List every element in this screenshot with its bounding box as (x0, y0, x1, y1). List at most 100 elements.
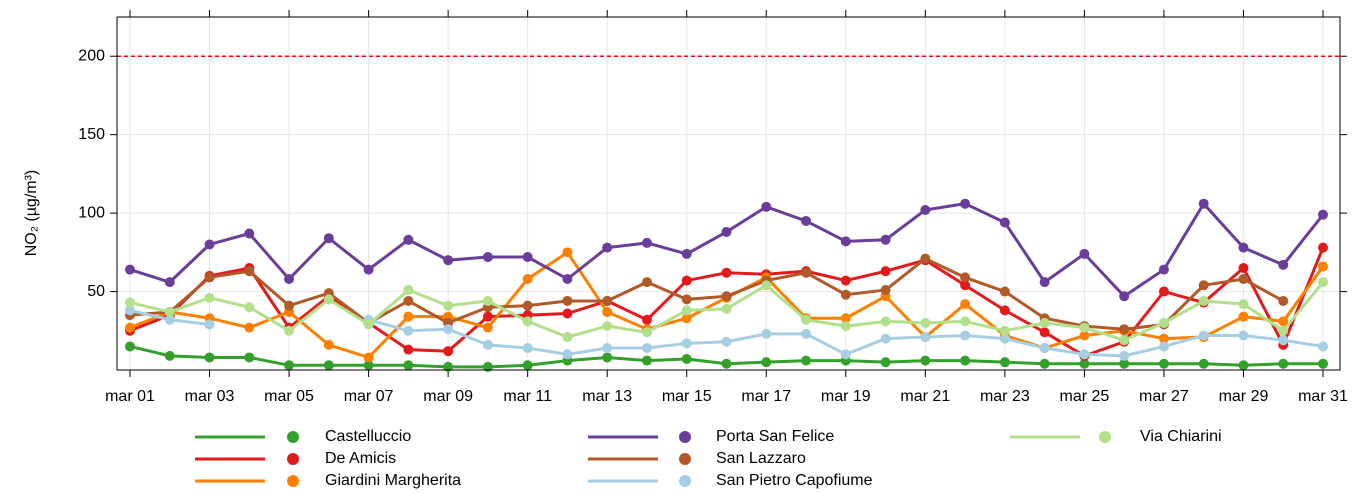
data-point (403, 344, 414, 355)
legend-label: Giardini Margherita (325, 472, 461, 489)
data-point (960, 299, 971, 310)
data-point (1158, 358, 1169, 369)
data-point (1079, 330, 1090, 341)
data-point (164, 314, 175, 325)
data-point (641, 327, 652, 338)
data-point (641, 343, 652, 354)
data-point (999, 357, 1010, 368)
data-point (482, 311, 493, 322)
data-point (801, 328, 812, 339)
data-point (681, 305, 692, 316)
y-tick-label: 200 (78, 47, 105, 64)
data-point (1158, 317, 1169, 328)
data-point (284, 274, 295, 285)
data-point (403, 360, 414, 371)
data-point (960, 316, 971, 327)
x-tick-label: mar 29 (1219, 388, 1269, 405)
data-point (363, 319, 374, 330)
data-point (323, 233, 334, 244)
data-point (1158, 286, 1169, 297)
data-point (602, 321, 613, 332)
data-point (721, 358, 732, 369)
data-point (602, 352, 613, 363)
data-point (363, 352, 374, 363)
y-axis-label: NO₂ (µg/m³) (23, 170, 40, 257)
data-point (125, 297, 135, 308)
data-point (960, 272, 971, 283)
data-point (244, 266, 255, 277)
data-point (641, 237, 652, 248)
data-point (403, 234, 414, 245)
data-point (482, 295, 493, 306)
data-point (522, 252, 533, 263)
data-point (403, 284, 414, 295)
data-point (1278, 316, 1289, 327)
data-point (403, 311, 414, 322)
data-point (761, 357, 772, 368)
data-point (244, 302, 255, 313)
x-tick-label: mar 13 (582, 388, 632, 405)
legend-marker (679, 475, 691, 487)
data-point (204, 272, 215, 283)
data-point (920, 253, 931, 264)
data-point (1158, 341, 1169, 352)
data-point (1198, 198, 1209, 209)
data-point (1318, 358, 1328, 369)
data-point (1278, 335, 1289, 346)
x-tick-label: mar 15 (662, 388, 712, 405)
data-point (1039, 277, 1050, 288)
data-point (1039, 327, 1050, 338)
data-point (443, 346, 454, 357)
data-point (522, 316, 533, 327)
data-point (562, 295, 573, 306)
data-point (761, 328, 772, 339)
data-point (761, 280, 772, 291)
data-point (880, 234, 891, 245)
data-point (920, 332, 931, 343)
data-point (1318, 341, 1328, 352)
data-point (880, 266, 891, 277)
data-point (1119, 358, 1130, 369)
data-point (801, 314, 812, 325)
data-point (801, 267, 812, 278)
data-point (840, 275, 851, 286)
x-tick-label: mar 23 (980, 388, 1030, 405)
legend-marker (287, 475, 299, 487)
data-point (1318, 242, 1328, 253)
data-point (1119, 350, 1130, 361)
data-point (125, 341, 135, 352)
x-tick-label: mar 17 (741, 388, 791, 405)
data-point (1158, 264, 1169, 275)
data-point (1318, 277, 1328, 288)
data-point (602, 242, 613, 253)
legend-label: Castelluccio (325, 428, 411, 445)
data-point (801, 215, 812, 226)
data-point (1079, 358, 1090, 369)
data-point (562, 332, 573, 343)
series-line (129, 256, 1284, 331)
data-point (1278, 358, 1289, 369)
data-point (721, 226, 732, 237)
data-point (999, 325, 1010, 336)
data-point (1079, 248, 1090, 259)
data-point (840, 349, 851, 360)
data-point (999, 305, 1010, 316)
data-point (125, 305, 135, 316)
legend-label: San Pietro Capofiume (716, 472, 873, 489)
data-point (840, 313, 851, 324)
plot-frame (116, 16, 1341, 371)
data-point (960, 330, 971, 341)
data-point (562, 247, 573, 258)
data-point (681, 275, 692, 286)
data-point (284, 300, 295, 311)
data-point (284, 360, 295, 371)
data-point (1238, 360, 1249, 371)
data-point (1238, 330, 1249, 341)
data-point (1039, 343, 1050, 354)
legend-label: Porta San Felice (716, 428, 834, 445)
data-point (244, 352, 255, 363)
legend-label: De Amicis (325, 450, 396, 467)
x-tick-label: mar 07 (344, 388, 394, 405)
data-point (880, 284, 891, 295)
